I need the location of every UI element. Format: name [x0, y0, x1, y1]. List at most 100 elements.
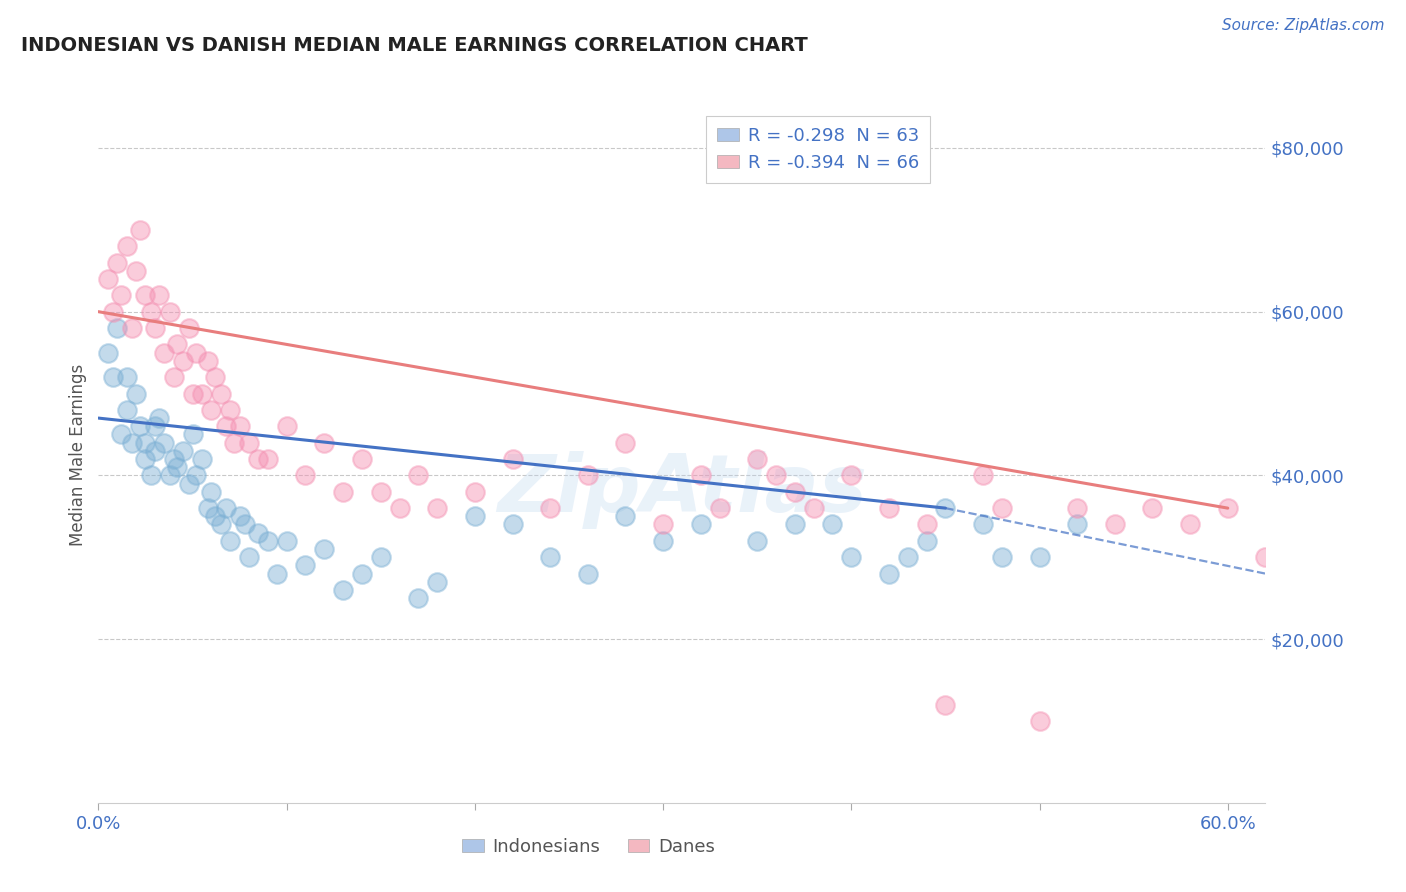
Point [538, 501, 561, 516]
Point [228, 419, 250, 434]
Point [110, 288, 132, 302]
Point [125, 386, 148, 401]
Point [143, 321, 166, 335]
Point [121, 435, 143, 450]
Point [163, 452, 186, 467]
Point [222, 435, 245, 450]
Point [614, 509, 637, 524]
Text: Source: ZipAtlas.com: Source: ZipAtlas.com [1222, 18, 1385, 33]
Point [228, 509, 250, 524]
Point [172, 443, 194, 458]
Point [502, 452, 524, 467]
Point [934, 698, 956, 712]
Point [294, 558, 316, 573]
Point [181, 386, 204, 401]
Point [426, 501, 449, 516]
Point [139, 468, 162, 483]
Point [200, 403, 222, 417]
Point [689, 468, 711, 483]
Point [103, 370, 125, 384]
Point [105, 255, 128, 269]
Point [576, 566, 599, 581]
Point [256, 533, 278, 548]
Point [915, 533, 938, 548]
Point [747, 452, 769, 467]
Point [276, 533, 298, 548]
Point [219, 403, 242, 417]
Point [915, 517, 938, 532]
Point [765, 468, 787, 483]
Point [256, 452, 278, 467]
Point [972, 468, 994, 483]
Point [204, 509, 226, 524]
Point [689, 517, 711, 532]
Point [464, 484, 486, 499]
Point [110, 427, 132, 442]
Point [1142, 501, 1164, 516]
Point [219, 533, 242, 548]
Point [1066, 501, 1088, 516]
Point [314, 435, 336, 450]
Point [839, 468, 862, 483]
Point [652, 533, 675, 548]
Point [166, 460, 188, 475]
Point [426, 574, 449, 589]
Point [709, 501, 731, 516]
Point [105, 321, 128, 335]
Point [1028, 550, 1050, 565]
Point [134, 435, 156, 450]
Point [1254, 550, 1277, 565]
Point [991, 501, 1014, 516]
Point [1178, 517, 1201, 532]
Point [128, 419, 150, 434]
Point [200, 484, 222, 499]
Point [215, 501, 238, 516]
Point [143, 419, 166, 434]
Point [97, 345, 120, 359]
Point [350, 566, 373, 581]
Point [332, 484, 354, 499]
Point [934, 501, 956, 516]
Point [191, 386, 214, 401]
Point [115, 403, 138, 417]
Point [125, 264, 148, 278]
Point [233, 517, 256, 532]
Point [134, 288, 156, 302]
Point [215, 419, 238, 434]
Point [209, 386, 232, 401]
Point [350, 452, 373, 467]
Point [186, 468, 208, 483]
Point [576, 468, 599, 483]
Point [163, 370, 186, 384]
Point [266, 566, 288, 581]
Text: INDONESIAN VS DANISH MEDIAN MALE EARNINGS CORRELATION CHART: INDONESIAN VS DANISH MEDIAN MALE EARNING… [21, 36, 808, 54]
Point [139, 304, 162, 318]
Point [370, 484, 392, 499]
Point [134, 452, 156, 467]
Point [172, 353, 194, 368]
Point [839, 550, 862, 565]
Point [103, 304, 125, 318]
Text: ZipAtlas: ZipAtlas [496, 450, 868, 529]
Point [783, 517, 806, 532]
Point [115, 370, 138, 384]
Point [153, 435, 176, 450]
Point [652, 517, 675, 532]
Point [783, 484, 806, 499]
Point [388, 501, 411, 516]
Point [408, 591, 430, 606]
Point [464, 509, 486, 524]
Point [897, 550, 920, 565]
Point [159, 468, 181, 483]
Point [247, 452, 270, 467]
Point [209, 517, 232, 532]
Point [991, 550, 1014, 565]
Point [148, 411, 170, 425]
Point [197, 353, 219, 368]
Point [972, 517, 994, 532]
Point [148, 288, 170, 302]
Point [502, 517, 524, 532]
Point [247, 525, 270, 540]
Point [153, 345, 176, 359]
Point [238, 435, 260, 450]
